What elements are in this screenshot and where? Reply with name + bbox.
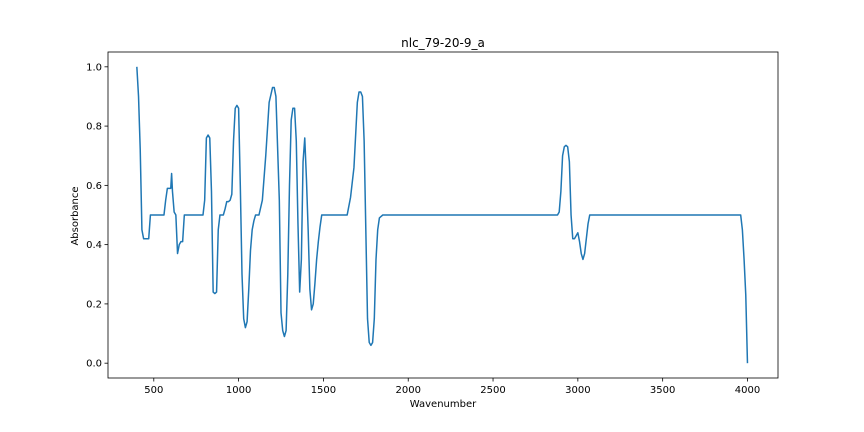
x-tick-label: 500 bbox=[144, 385, 163, 396]
chart-title: nlc_79-20-9_a bbox=[401, 36, 485, 50]
x-tick-label: 4000 bbox=[735, 385, 760, 396]
x-tick-label: 2500 bbox=[480, 385, 505, 396]
x-tick-label: 2000 bbox=[396, 385, 421, 396]
x-tick-label: 3000 bbox=[565, 385, 590, 396]
x-axis-label: Wavenumber bbox=[410, 399, 477, 410]
x-tick-label: 3500 bbox=[650, 385, 675, 396]
absorbance-line bbox=[136, 66, 749, 364]
x-axis: 500 1000 1500 2000 2500 3000 3500 4000 bbox=[144, 378, 760, 396]
y-tick-label: 0.6 bbox=[86, 181, 102, 192]
plot-frame bbox=[107, 51, 779, 379]
y-tick-label: 0.2 bbox=[86, 299, 102, 310]
y-tick-label: 0.8 bbox=[86, 122, 102, 133]
y-tick-label: 0.4 bbox=[86, 240, 102, 251]
plot-area bbox=[107, 51, 779, 379]
y-tick-label: 1.0 bbox=[86, 62, 102, 73]
x-tick-label: 1500 bbox=[311, 385, 336, 396]
y-axis: 0.0 0.2 0.4 0.6 0.8 1.0 bbox=[86, 62, 108, 370]
y-tick-label: 0.0 bbox=[86, 359, 102, 370]
y-axis-label: Absorbance bbox=[70, 186, 81, 245]
x-tick-label: 1000 bbox=[226, 385, 251, 396]
